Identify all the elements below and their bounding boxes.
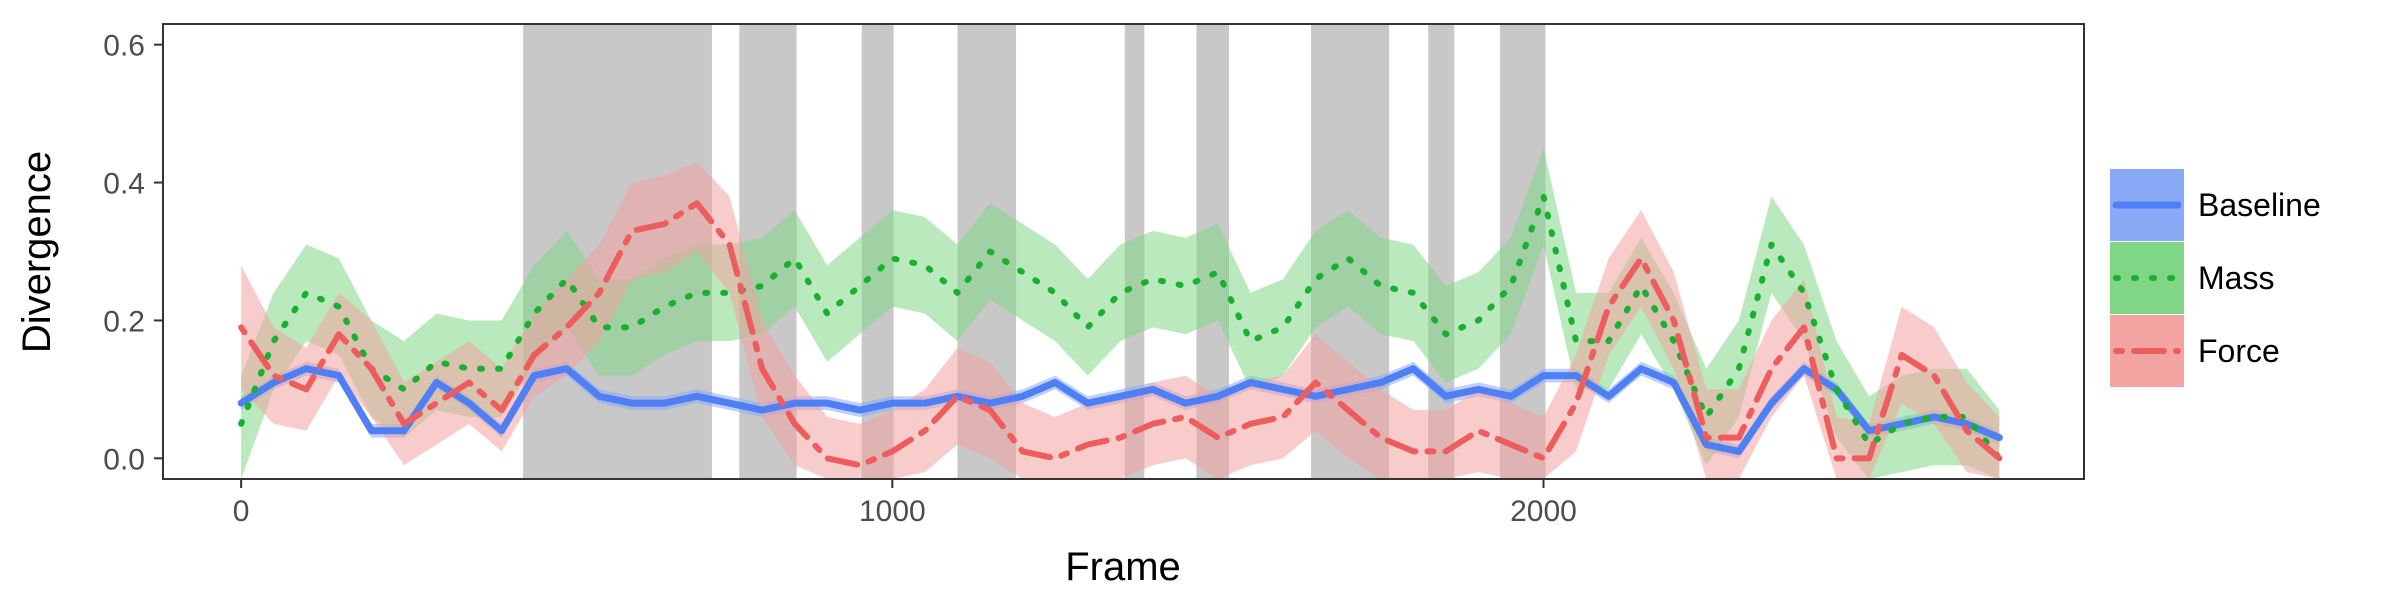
x-tick-label-2000: 2000	[1510, 495, 1577, 528]
x-axis-title: Frame	[1065, 545, 1181, 589]
x-tick-label-1000: 1000	[859, 495, 926, 528]
baseline-line	[237, 365, 2003, 455]
force-line	[238, 200, 2003, 469]
y-axis: 0.0 0.2 0.4 0.6	[103, 30, 163, 476]
y-tick-label-0.4: 0.4	[103, 168, 145, 201]
legend-label-force: Force	[2198, 333, 2280, 369]
mass-band	[241, 148, 2000, 479]
shaded-region-8	[1428, 24, 1455, 479]
y-tick-label-0.2: 0.2	[103, 305, 145, 338]
confidence-bands	[241, 148, 2000, 479]
series-lines	[237, 193, 2003, 469]
x-axis: 0 1000 2000	[233, 479, 1577, 528]
legend: Baseline Mass Force	[2110, 169, 2321, 387]
y-tick-label-0.0: 0.0	[103, 443, 145, 476]
x-tick-label-0: 0	[233, 495, 250, 528]
force-band	[241, 161, 2000, 479]
y-tick-label-0.6: 0.6	[103, 30, 145, 63]
legend-label-baseline: Baseline	[2198, 187, 2321, 223]
plot-panel-border	[162, 23, 2085, 480]
legend-label-mass: Mass	[2198, 260, 2274, 296]
y-axis-title: Divergence	[15, 151, 59, 353]
